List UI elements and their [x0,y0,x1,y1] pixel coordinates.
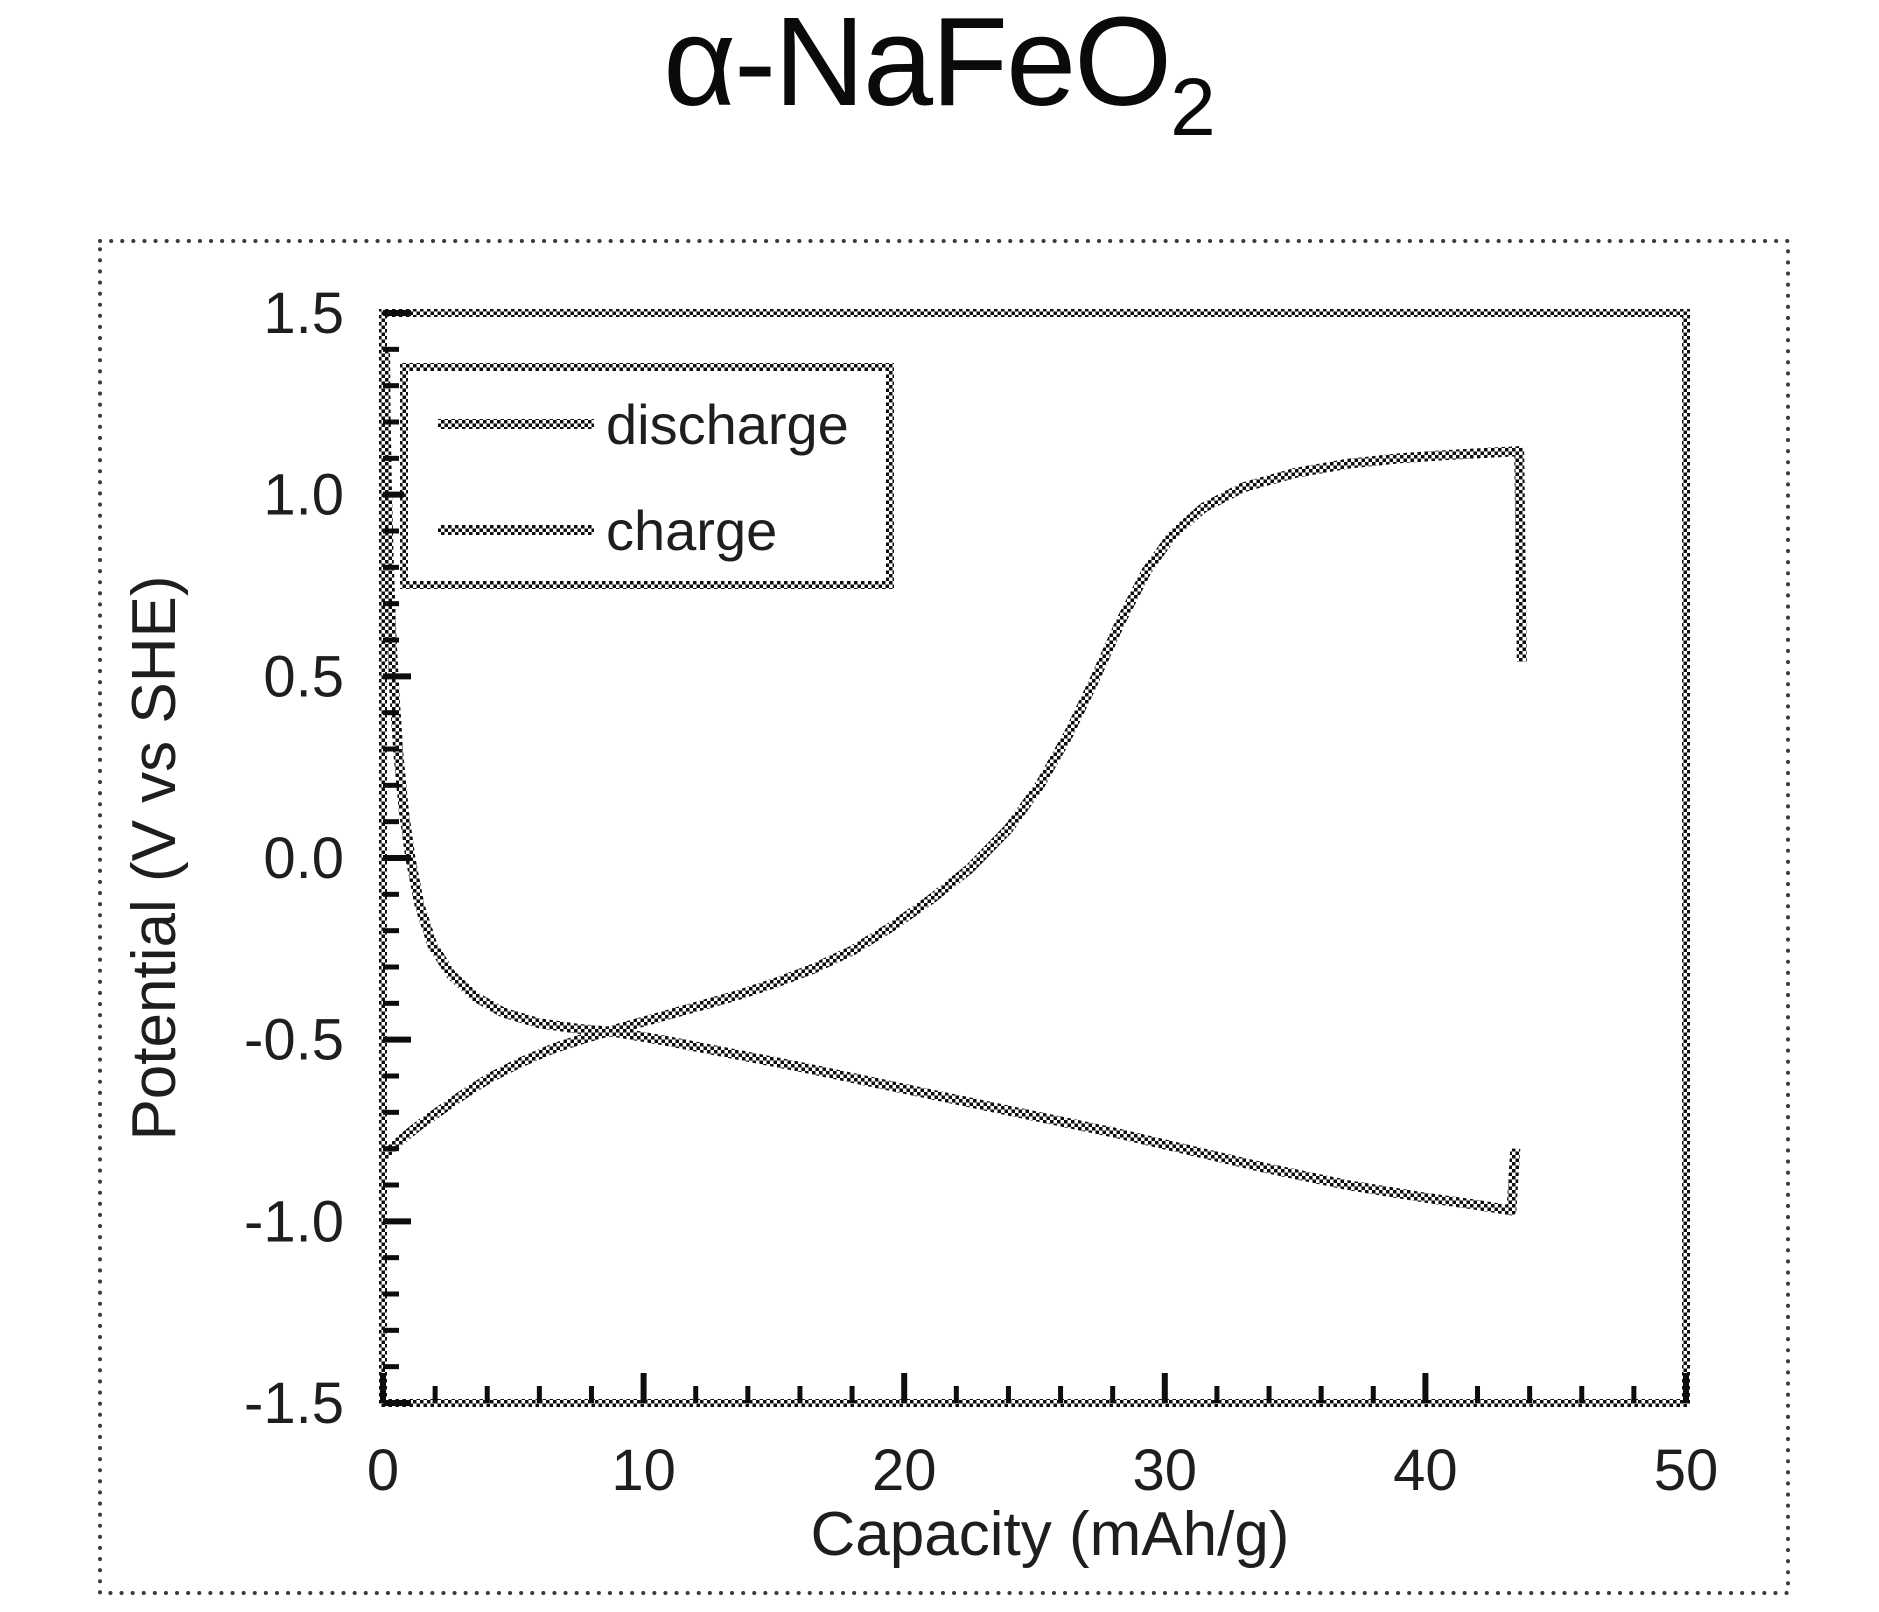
curve-series [380,349,1527,1216]
legend-box [400,363,894,589]
chart-title: α-NaFeO2 [0,0,1879,151]
x-tick-label: 30 [1133,1438,1198,1503]
x-tick-label: 0 [367,1438,399,1503]
legend: discharge charge [400,363,894,589]
y-tick-label: 0.5 [263,644,344,709]
figure-border [98,239,1790,1595]
tick-labels: 0 10 20 30 40 50 1.5 1.0 0.5 0.0 -0.5 -1.0 -1.5 [244,281,1718,1503]
y-tick-label: 0.0 [263,826,344,891]
legend-label-charge: charge [606,499,777,562]
x-tick-label: 40 [1393,1438,1458,1503]
y-tick-label: -1.0 [244,1189,344,1254]
chart-title-main: α-NaFeO [663,0,1172,132]
legend-label-discharge: discharge [606,393,849,456]
x-axis-title: Capacity (mAh/g) [811,1500,1290,1569]
curve-discharge [380,349,1521,1216]
y-tick-label: 1.5 [263,281,344,346]
y-tick-label: -1.5 [244,1371,344,1436]
y-axis-title: Potential (V vs SHE) [120,575,189,1140]
x-tick-label: 50 [1654,1438,1719,1503]
y-tick-label: -0.5 [244,1008,344,1073]
y-tick-label: 1.0 [263,463,344,528]
axis-ticks [380,310,1689,1406]
x-tick-label: 20 [872,1438,937,1503]
chart-title-subscript: 2 [1170,62,1216,153]
x-tick-label: 10 [611,1438,676,1503]
curve-charge [380,446,1527,1160]
